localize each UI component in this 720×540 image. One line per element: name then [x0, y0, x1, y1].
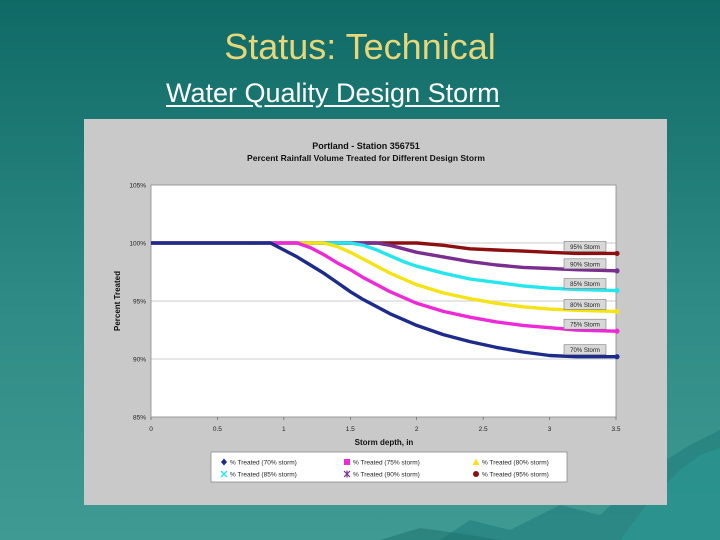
y-tick-label: 100%: [129, 241, 146, 248]
series-line-0: [151, 241, 616, 359]
slide-subtitle: Water Quality Design Storm: [166, 78, 500, 108]
series-end-label: 75% Storm: [570, 323, 600, 329]
x-tick-label: 2: [415, 426, 419, 433]
legend-marker-2: [472, 458, 480, 465]
series-end-marker: [614, 250, 620, 257]
y-tick-label: 95%: [133, 299, 146, 306]
series-line-1: [151, 241, 617, 333]
series-end-label-box: [563, 278, 607, 289]
legend-marker-0: [221, 458, 227, 466]
x-tick-label: 2.5: [479, 426, 488, 433]
y-tick-label: 105%: [129, 183, 146, 190]
legend-entry-label: % Treated (75% storm): [353, 460, 420, 467]
series-end-label: 85% Storm: [570, 282, 600, 288]
series-end-label-box: [563, 258, 607, 270]
series-end-label-box: [563, 299, 607, 310]
x-tick-label: 1: [282, 426, 286, 433]
legend-entry-label: % Treated (90% storm): [353, 472, 420, 479]
series-end-label: 70% Storm: [570, 348, 600, 354]
x-axis-label: Storm depth, in: [355, 438, 414, 447]
x-tick-label: 3.5: [611, 426, 620, 433]
line-chart: Portland - Station 356751 Percent Rainfa…: [113, 141, 621, 483]
series-end-label-box: [563, 344, 607, 355]
series-end-label: 80% Storm: [570, 303, 600, 309]
legend-entry-label: % Treated (95% storm): [482, 472, 549, 479]
chart-subtitle: Percent Rainfall Volume Treated for Diff…: [247, 153, 485, 163]
legend-entry-label: % Treated (85% storm): [230, 472, 297, 479]
series-end-marker: [614, 328, 620, 334]
legend-marker-4: [343, 470, 351, 478]
series-end-marker: [614, 268, 620, 274]
x-tick-label: 0.5: [213, 426, 222, 433]
y-tick-label: 85%: [133, 415, 146, 422]
y-axis-label: Percent Treated: [113, 271, 122, 331]
series-end-marker: [614, 308, 620, 315]
legend-marker-5: [473, 471, 479, 477]
x-tick-label: 3: [548, 426, 552, 433]
legend-entry-label: % Treated (70% storm): [230, 460, 297, 467]
legend-marker-3: [220, 470, 228, 478]
legend-entry-label: % Treated (80% storm): [482, 460, 549, 467]
slide-title: Status: Technical: [224, 26, 496, 67]
legend-marker-1: [344, 459, 350, 465]
series-end-label-box: [563, 318, 607, 330]
series-end-label: 90% Storm: [570, 262, 600, 268]
y-tick-label: 90%: [133, 357, 146, 364]
series-end-label: 95% Storm: [570, 245, 600, 251]
x-tick-label: 1.5: [346, 426, 355, 433]
series-end-label-box: [563, 241, 607, 252]
series-end-marker: [614, 354, 620, 360]
series-end-marker: [614, 287, 620, 294]
x-tick-label: 0: [149, 426, 153, 433]
chart-panel: Portland - Station 356751 Percent Rainfa…: [84, 119, 667, 505]
legend: [210, 451, 568, 483]
chart-title: Portland - Station 356751: [312, 141, 420, 151]
